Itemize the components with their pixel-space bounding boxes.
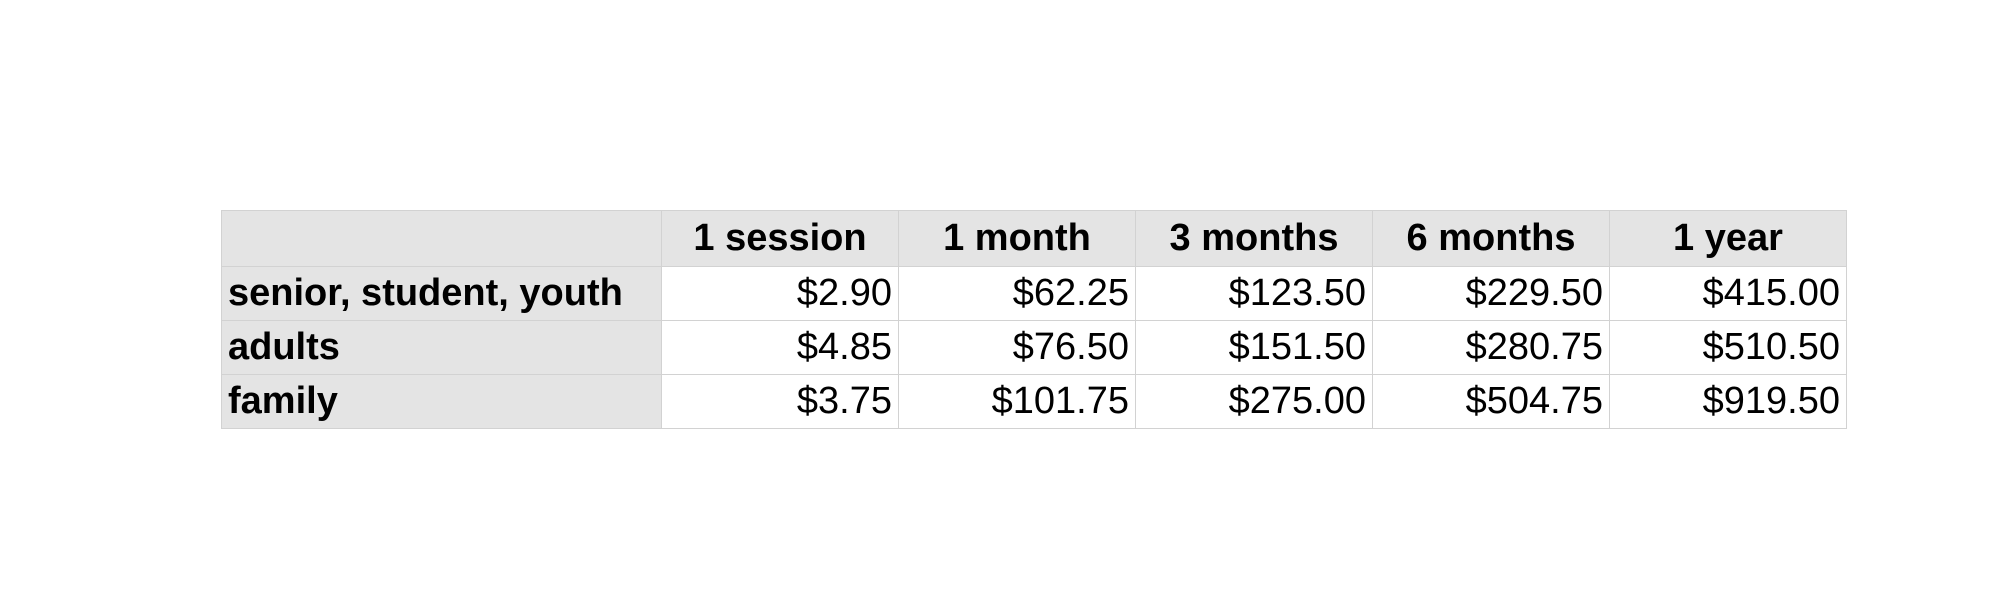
price-cell: $4.85 — [661, 320, 899, 375]
table-row: senior, student, youth $2.90 $62.25 $123… — [221, 266, 1847, 321]
table-row: family $3.75 $101.75 $275.00 $504.75 $91… — [221, 374, 1847, 429]
price-cell: $919.50 — [1609, 374, 1847, 429]
price-cell: $123.50 — [1135, 266, 1373, 321]
price-cell: $76.50 — [898, 320, 1136, 375]
price-cell: $504.75 — [1372, 374, 1610, 429]
row-label-family: family — [221, 374, 662, 429]
column-header-6-months: 6 months — [1372, 210, 1610, 267]
row-label-adults: adults — [221, 320, 662, 375]
price-cell: $510.50 — [1609, 320, 1847, 375]
column-header-1-month: 1 month — [898, 210, 1136, 267]
pricing-table: 1 session 1 month 3 months 6 months 1 ye… — [221, 210, 1847, 429]
column-header-1-year: 1 year — [1609, 210, 1847, 267]
corner-cell — [221, 210, 662, 267]
price-cell: $62.25 — [898, 266, 1136, 321]
price-cell: $151.50 — [1135, 320, 1373, 375]
price-cell: $2.90 — [661, 266, 899, 321]
header-row: 1 session 1 month 3 months 6 months 1 ye… — [221, 210, 1847, 267]
row-label-senior-student-youth: senior, student, youth — [221, 266, 662, 321]
price-cell: $3.75 — [661, 374, 899, 429]
price-cell: $229.50 — [1372, 266, 1610, 321]
price-cell: $101.75 — [898, 374, 1136, 429]
column-header-3-months: 3 months — [1135, 210, 1373, 267]
table-row: adults $4.85 $76.50 $151.50 $280.75 $510… — [221, 320, 1847, 375]
column-header-1-session: 1 session — [661, 210, 899, 267]
price-cell: $415.00 — [1609, 266, 1847, 321]
price-cell: $280.75 — [1372, 320, 1610, 375]
price-cell: $275.00 — [1135, 374, 1373, 429]
